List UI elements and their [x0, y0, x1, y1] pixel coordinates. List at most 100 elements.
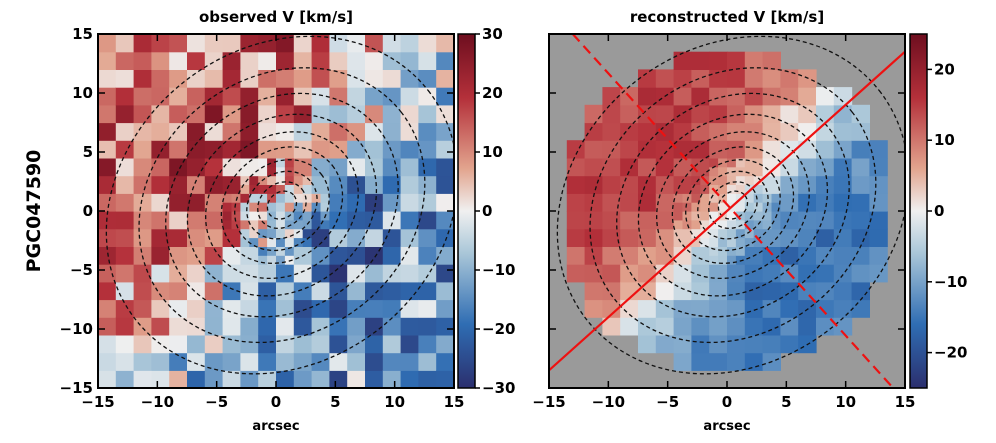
observed-velocity-bin [293, 34, 313, 53]
reconstructed-velocity-bin [833, 246, 853, 265]
observed-velocity-bin [311, 69, 330, 88]
reconstructed-xtick-label: 5 [781, 393, 791, 411]
reconstructed-xlabel: arcsec [703, 419, 750, 434]
reconstructed-velocity-bin [691, 228, 701, 239]
observed-velocity-bin [115, 104, 135, 124]
observed-velocity-bin [133, 228, 152, 247]
reconstructed-velocity-bin [673, 87, 692, 106]
observed-velocity-bin [187, 352, 206, 371]
observed-velocity-bin [400, 34, 419, 53]
observed-ytick-label: −10 [60, 320, 93, 338]
observed-velocity-bin [169, 193, 188, 212]
reconstructed-velocity-bin [566, 157, 586, 177]
reconstructed-velocity-bin [638, 193, 657, 212]
observed-velocity-bin [276, 184, 286, 194]
observed-velocity-bin [133, 264, 152, 283]
observed-colorbar-tick-label: −20 [482, 320, 515, 338]
reconstructed-velocity-bin [602, 246, 621, 265]
reconstructed-velocity-bin [673, 122, 692, 141]
observed-velocity-bin [400, 157, 419, 177]
observed-velocity-bin [240, 317, 259, 336]
observed-velocity-bin [98, 193, 117, 212]
observed-velocity-bin [293, 219, 304, 230]
observed-velocity-bin [400, 317, 419, 336]
reconstructed-velocity-bin [709, 255, 719, 265]
observed-velocity-bin [222, 228, 241, 247]
observed-velocity-bin [400, 299, 419, 318]
observed-velocity-bin [382, 104, 402, 124]
reconstructed-velocity-bin [620, 157, 639, 177]
observed-velocity-bin [240, 51, 259, 70]
figure-ylabel: PGC047590 [23, 150, 45, 273]
reconstructed-velocity-bin [833, 87, 853, 106]
observed-velocity-bin [382, 140, 402, 159]
observed-velocity-bin [276, 211, 286, 221]
observed-velocity-bin [276, 352, 295, 371]
observed-velocity-bin [240, 370, 259, 388]
reconstructed-velocity-bin [620, 246, 639, 265]
observed-velocity-bin [284, 193, 295, 203]
observed-velocity-bin [347, 175, 366, 194]
reconstructed-velocity-bin [673, 104, 692, 124]
observed-velocity-bin [98, 157, 117, 177]
reconstructed-velocity-bin [851, 122, 870, 141]
reconstructed-velocity-bin [869, 193, 888, 212]
observed-velocity-bin [284, 246, 295, 256]
observed-velocity-bin [240, 228, 250, 239]
reconstructed-xtick-label: −15 [532, 393, 565, 411]
observed-velocity-bin [231, 202, 241, 212]
reconstructed-velocity-bin [833, 317, 853, 336]
observed-velocity-bin [293, 51, 313, 70]
observed-velocity-bin [436, 281, 454, 301]
observed-velocity-bin [249, 211, 259, 221]
observed-velocity-bin [284, 237, 295, 247]
observed-velocity-bin [151, 34, 170, 53]
reconstructed-colorbar-tick-label: −10 [934, 273, 967, 291]
reconstructed-velocity-bin [798, 175, 817, 194]
observed-velocity-bin [284, 175, 295, 185]
reconstructed-velocity-bin [833, 140, 853, 159]
observed-velocity-bin [347, 193, 366, 212]
reconstructed-velocity-bin [762, 264, 781, 283]
observed-velocity-bin [151, 193, 170, 212]
observed-velocity-bin [276, 246, 286, 256]
observed-isophote-contour [220, 146, 344, 264]
reconstructed-velocity-bin [816, 193, 835, 212]
reconstructed-velocity-bin [869, 211, 888, 230]
observed-velocity-bin [169, 69, 188, 88]
reconstructed-velocity-bin [584, 193, 603, 212]
observed-velocity-bin [151, 104, 170, 124]
observed-velocity-bin [187, 193, 206, 212]
reconstructed-velocity-bin [816, 281, 835, 301]
reconstructed-velocity-bin [638, 334, 657, 354]
reconstructed-velocity-bin [709, 122, 728, 141]
observed-velocity-bin [347, 264, 366, 283]
reconstructed-velocity-bin [744, 193, 755, 203]
observed-velocity-bin [115, 334, 135, 354]
reconstructed-velocity-bin [709, 140, 728, 159]
observed-velocity-bin [436, 264, 454, 283]
observed-velocity-bin [98, 264, 117, 283]
observed-velocity-bin [258, 255, 268, 265]
reconstructed-velocity-bin [718, 219, 728, 230]
observed-velocity-bin [293, 184, 304, 194]
observed-velocity-bin [258, 219, 268, 230]
observed-velocity-bin [258, 157, 268, 168]
observed-velocity-bin [187, 157, 206, 177]
observed-velocity-bin [365, 193, 384, 212]
reconstructed-velocity-bin [833, 211, 853, 230]
observed-velocity-bin [267, 166, 277, 177]
reconstructed-velocity-bin [762, 219, 773, 230]
observed-velocity-bin [276, 140, 295, 159]
reconstructed-velocity-bin [869, 264, 888, 283]
observed-velocity-bin [311, 51, 330, 70]
reconstructed-velocity-bin [718, 193, 728, 203]
observed-velocity-bin [258, 352, 277, 371]
observed-velocity-bin [329, 69, 348, 88]
observed-velocity-bin [98, 140, 117, 159]
observed-velocity-bin [98, 34, 117, 53]
reconstructed-velocity-bin [638, 157, 657, 177]
observed-velocity-bin [240, 352, 259, 371]
observed-velocity-bin [204, 264, 224, 283]
observed-colorbar-tick-label: 0 [482, 202, 492, 220]
